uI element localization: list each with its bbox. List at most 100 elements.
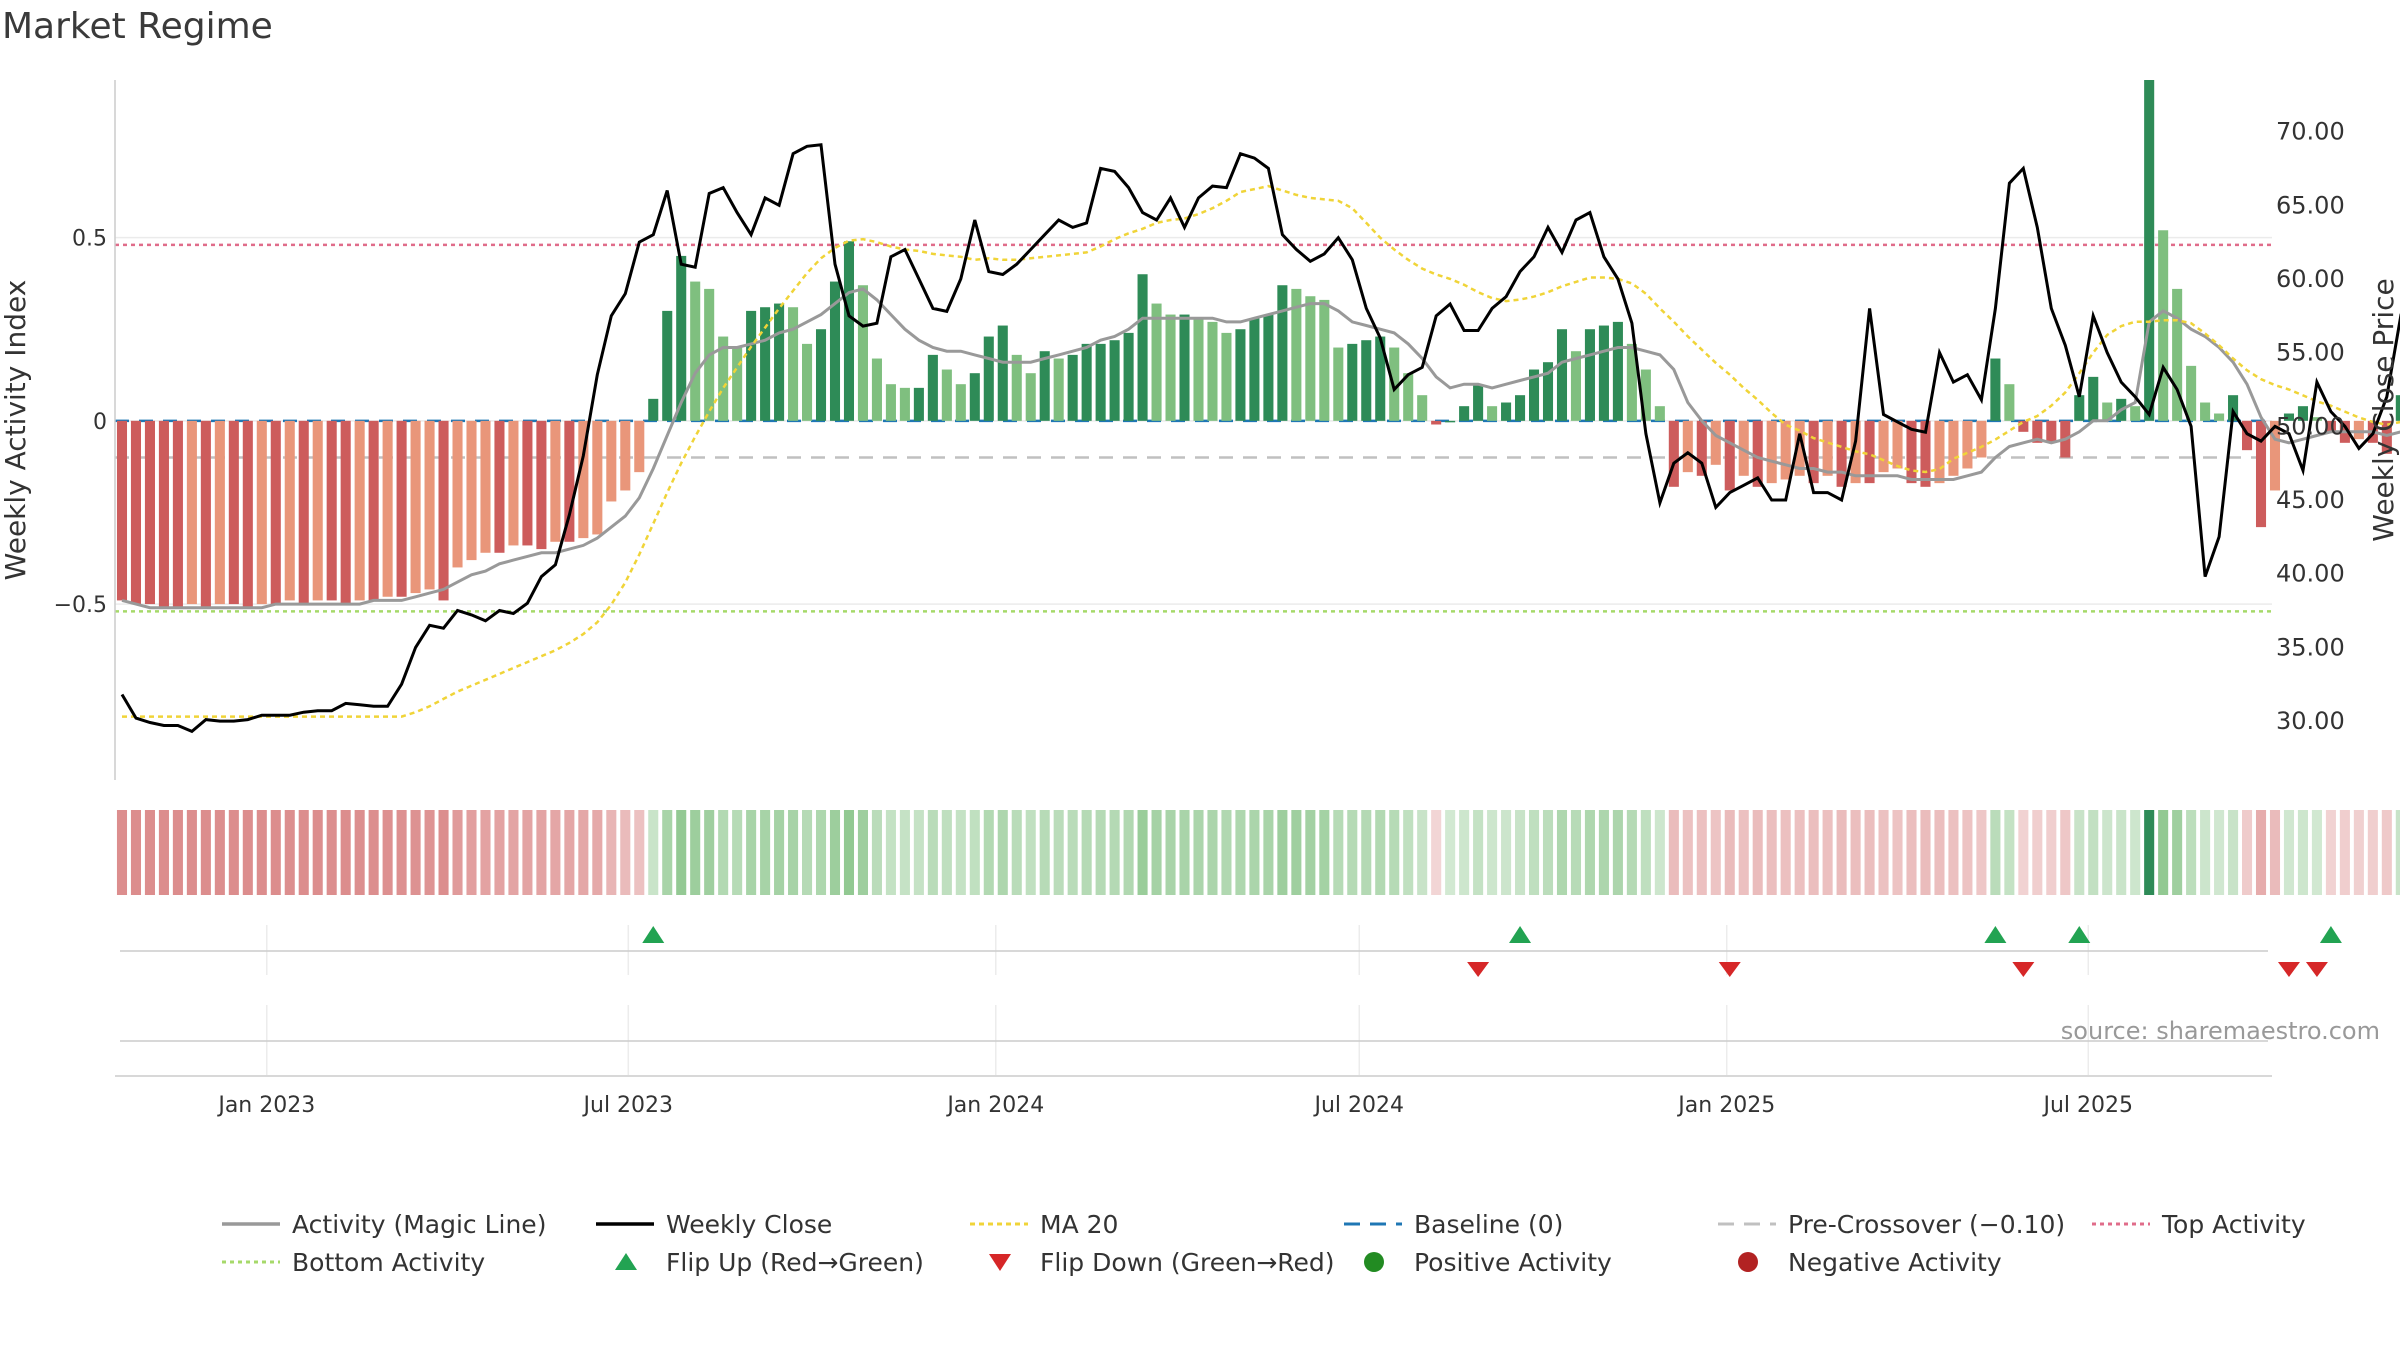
- activity-bar: [1570, 351, 1582, 421]
- activity-bar: [1794, 420, 1805, 476]
- activity-bar: [1515, 395, 1526, 421]
- activity-bar: [2046, 420, 2057, 443]
- regime-strip-cell: [1528, 810, 1540, 895]
- regime-strip-cell: [1822, 810, 1833, 895]
- regime-strip-cell: [1864, 810, 1875, 895]
- activity-bar: [1808, 420, 1819, 484]
- regime-strip-cell: [438, 810, 449, 895]
- regime-strip-cell: [144, 810, 155, 895]
- activity-bar: [997, 325, 1008, 421]
- regime-strip-cell: [997, 810, 1008, 895]
- weekly-close-line: [120, 143, 2400, 734]
- right-tick-label: 40.00: [2276, 560, 2345, 588]
- activity-bar: [1249, 318, 1260, 421]
- regime-strip-cell: [2297, 810, 2308, 895]
- regime-strip-cell: [843, 810, 855, 895]
- regime-strip-cell: [788, 810, 799, 895]
- activity-bar: [1053, 358, 1064, 421]
- activity-bar: [1724, 420, 1735, 491]
- regime-strip-cell: [1053, 810, 1064, 895]
- activity-bar: [690, 281, 701, 421]
- activity-bar: [1081, 343, 1092, 421]
- regime-strip-cell: [1431, 810, 1442, 895]
- activity-bar: [2186, 365, 2197, 421]
- activity-bar: [969, 373, 980, 421]
- regime-strip-cell: [1752, 810, 1763, 895]
- activity-bar: [1361, 340, 1372, 421]
- regime-strip-cell: [690, 810, 701, 895]
- regime-strip-cell: [550, 810, 561, 895]
- activity-bar: [1137, 274, 1148, 421]
- flip-up-marker: [2319, 926, 2342, 943]
- legend-label: Bottom Activity: [292, 1248, 485, 1277]
- date-axis: Jan 2023 Jul 2023 Jan 2024 Jul 2024 Jan 2025…: [115, 1040, 2272, 1118]
- regime-strip-cell: [746, 810, 757, 895]
- activity-bar: [2395, 395, 2400, 421]
- activity-bar: [1556, 329, 1568, 421]
- regime-strip-cell: [1123, 810, 1134, 895]
- regime-strip-cell: [368, 810, 379, 895]
- activity-bar: [1836, 420, 1847, 487]
- activity-bar: [1892, 420, 1903, 469]
- activity-bar: [2269, 420, 2281, 491]
- activity-bar: [857, 285, 868, 421]
- regime-strip-cell: [1487, 810, 1498, 895]
- regime-strip-cell: [606, 810, 617, 895]
- activity-bar: [256, 420, 267, 605]
- flip-down-marker: [1718, 962, 1741, 977]
- regime-strip-cell: [382, 810, 393, 895]
- activity-bar: [1487, 406, 1498, 421]
- regime-strip-cell: [1319, 810, 1330, 895]
- activity-bar: [1431, 420, 1442, 425]
- regime-strip-cell: [2339, 810, 2350, 895]
- regime-strip-cell: [634, 810, 645, 895]
- activity-bar: [466, 420, 477, 561]
- regime-strip-cell: [2088, 810, 2099, 895]
- regime-strip-cell: [1389, 810, 1400, 895]
- activity-bar: [2214, 413, 2225, 421]
- regime-strip-cell: [1305, 810, 1316, 895]
- date-tick-label: Jul 2023: [582, 1093, 674, 1118]
- regime-strip-cell: [2130, 810, 2141, 895]
- activity-bars: [116, 80, 2400, 608]
- legend-label: Positive Activity: [1414, 1248, 1612, 1277]
- regime-strip-cell: [1542, 810, 1554, 895]
- regime-strip-cell: [410, 810, 421, 895]
- regime-strip-cell: [130, 810, 142, 895]
- activity-bar: [368, 420, 379, 601]
- regime-strip-cell: [298, 810, 309, 895]
- activity-bar: [746, 310, 757, 421]
- regime-strip-cell: [2311, 810, 2322, 895]
- regime-strip-cell: [2046, 810, 2057, 895]
- date-tick-label: Jul 2024: [1313, 1093, 1405, 1118]
- left-tick-label: 0: [93, 410, 107, 435]
- activity-bar: [983, 336, 994, 421]
- activity-bar: [354, 420, 365, 601]
- activity-bar: [2032, 420, 2043, 443]
- activity-bar: [214, 420, 225, 605]
- activity-bar: [843, 241, 855, 421]
- regime-strip-cell: [2381, 810, 2392, 895]
- flip-down-marker: [2277, 962, 2300, 977]
- activity-bar: [1277, 285, 1288, 421]
- regime-strip-cell: [1668, 810, 1679, 895]
- regime-strip-cell: [2074, 810, 2085, 895]
- activity-bar: [2158, 230, 2169, 421]
- activity-bar: [382, 420, 393, 597]
- regime-strip-cell: [662, 810, 673, 895]
- regime-strip-cell: [1570, 810, 1582, 895]
- regime-strip-cell: [2325, 810, 2336, 895]
- regime-strip-cell: [2158, 810, 2169, 895]
- activity-bar: [802, 343, 813, 421]
- activity-bar: [1626, 343, 1637, 421]
- regime-strip-cell: [676, 810, 687, 895]
- legend-label: Pre-Crossover (−0.10): [1788, 1210, 2065, 1239]
- activity-bar: [829, 281, 841, 421]
- regime-strip-cell: [1501, 810, 1512, 895]
- regime-strip-cell: [1081, 810, 1092, 895]
- regime-strip-cell: [885, 810, 896, 895]
- activity-bar: [1976, 420, 1987, 458]
- right-tick-label: 55.00: [2276, 339, 2345, 367]
- regime-strip-cell: [1403, 810, 1414, 895]
- regime-strip-cell: [1626, 810, 1637, 895]
